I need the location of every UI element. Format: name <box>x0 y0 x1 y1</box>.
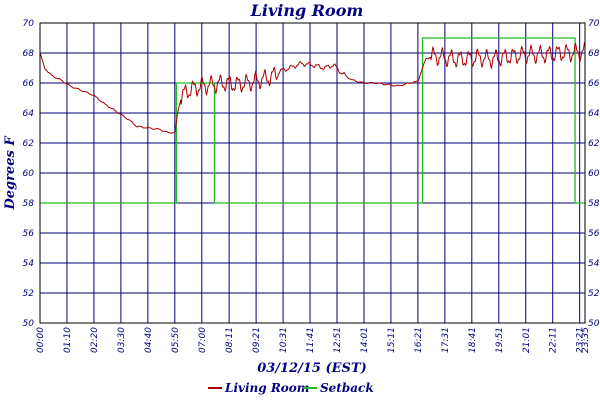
living-room-series-group <box>39 42 586 134</box>
x-tick-label: 03:30 <box>117 327 127 353</box>
legend-item-setback: Setback <box>303 381 374 395</box>
x-tick-label: 05:50 <box>171 327 181 353</box>
x-tick-label: 16:21 <box>414 327 424 353</box>
y-tick-label-left: 52 <box>23 289 35 299</box>
y-tick-label-right: 58 <box>588 199 600 209</box>
y-tick-label-right: 62 <box>588 139 600 149</box>
x-tick-label: 07:00 <box>198 327 208 353</box>
x-tick-label: 10:31 <box>279 327 289 353</box>
x-tick-label: 18:41 <box>468 327 478 353</box>
y-tick-label-left: 58 <box>23 199 35 209</box>
legend-label: Living Room <box>224 381 310 395</box>
y-tick-label-right: 66 <box>588 79 600 89</box>
y-tick-label-left: 56 <box>23 229 35 239</box>
y-tick-label-right: 52 <box>588 289 600 299</box>
x-tick-label: 19:51 <box>495 327 505 353</box>
y-tick-label-right: 54 <box>588 259 600 269</box>
y-tick-label-left: 70 <box>23 19 35 29</box>
x-tick-label: 14:01 <box>360 327 370 353</box>
setback-series-group <box>40 37 585 204</box>
x-tick-label: 17:31 <box>441 327 451 353</box>
legend: Living Room Setback <box>208 381 374 395</box>
chart-title: Living Room <box>250 1 364 20</box>
x-axis-label: 03/12/15 (EST) <box>257 361 367 376</box>
x-tick-labels: 00:00 01:10 02:20 03:30 04:40 05:50 07:00 08:11… <box>36 327 591 353</box>
y-tick-label-right: 68 <box>588 49 600 59</box>
x-tick-label: 22:11 <box>549 327 559 353</box>
x-tick-label: 12:51 <box>333 327 343 353</box>
x-tick-label: 01:10 <box>63 327 73 353</box>
x-tick-label: 08:11 <box>225 327 235 353</box>
y-tick-label-right: 56 <box>588 229 600 239</box>
x-tick-label: 11:41 <box>306 327 316 353</box>
x-tick-label: 21:01 <box>522 327 532 353</box>
setback-line <box>40 37 585 204</box>
y-tick-label-left: 64 <box>23 109 35 119</box>
y-tick-label-right: 64 <box>588 109 600 119</box>
y-tick-label-left: 68 <box>23 49 35 59</box>
x-tick-label: 02:20 <box>90 327 100 353</box>
x-tick-label: 15:11 <box>387 327 397 353</box>
y-tick-label-left: 60 <box>23 169 35 179</box>
y-tick-label-right: 70 <box>588 19 600 29</box>
y-tick-label-left: 62 <box>23 139 35 149</box>
x-tick-label: 09:21 <box>252 327 262 353</box>
x-tick-label: 04:40 <box>144 327 154 353</box>
plot-frame <box>39 22 586 324</box>
x-tick-label: 23:35 <box>581 327 591 353</box>
y-tick-labels-right: 50 52 54 56 58 60 62 64 66 68 70 <box>588 19 600 329</box>
y-tick-label-left: 54 <box>23 259 35 269</box>
y-axis-label: Degrees F <box>3 136 18 211</box>
legend-label: Setback <box>320 381 374 395</box>
x-tick-label: 23:21 <box>576 327 586 353</box>
y-tick-label-right: 50 <box>588 319 600 329</box>
legend-item-living-room: Living Room <box>208 381 310 395</box>
y-tick-label-left: 50 <box>23 319 35 329</box>
x-tick-label: 00:00 <box>36 327 46 353</box>
y-tick-label-left: 66 <box>23 79 35 89</box>
y-tick-label-right: 60 <box>588 169 600 179</box>
living-room-line <box>39 42 586 134</box>
y-tick-labels-left: 50 52 54 56 58 60 62 64 66 68 70 <box>23 19 35 329</box>
